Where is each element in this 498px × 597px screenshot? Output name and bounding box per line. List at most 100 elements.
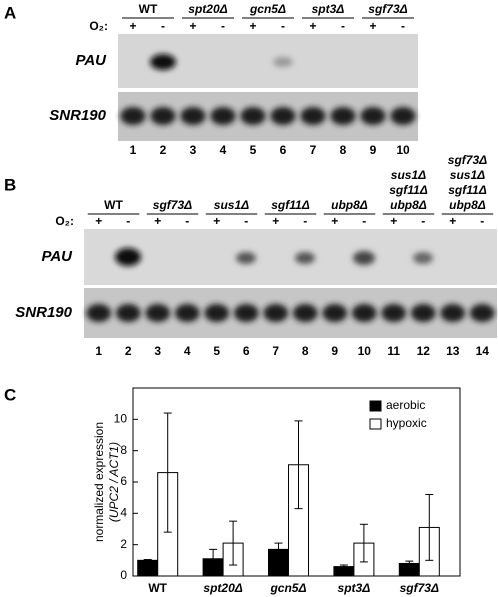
lane-number: 5 <box>250 143 257 157</box>
band <box>270 107 296 125</box>
x-tick-label: gcn5Δ <box>269 581 306 595</box>
band <box>120 107 146 125</box>
group-label: ubp8Δ <box>331 198 368 212</box>
group-label: ubp8Δ <box>390 198 427 212</box>
lane-number: 1 <box>95 344 102 358</box>
group-label: ubp8Δ <box>449 198 486 212</box>
lane-number: 3 <box>154 344 161 358</box>
row-label: SNR190 <box>49 107 106 124</box>
o2-sign: - <box>303 214 307 228</box>
o2-sign: + <box>213 214 220 228</box>
y-axis-label: normalized expression <box>92 422 106 542</box>
band <box>295 252 315 264</box>
group-label: sgf73Δ <box>153 198 192 212</box>
group-label: sus1Δ <box>214 198 249 212</box>
lane-number: 10 <box>358 344 372 358</box>
y-tick-label: 8 <box>120 443 127 457</box>
y-tick-label: 2 <box>120 537 127 551</box>
row-label: SNR190 <box>15 304 72 321</box>
band <box>469 304 495 322</box>
blots <box>84 34 497 338</box>
y-axis-label: (UPC2 / ACT1) <box>107 442 121 522</box>
error-bar <box>425 494 434 561</box>
band <box>174 304 200 322</box>
lane-number: 11 <box>387 344 400 358</box>
legend-swatch <box>369 400 382 412</box>
o2-sign: - <box>161 19 165 33</box>
group-label: sus1Δ <box>450 168 485 182</box>
x-tick-label: WT <box>148 581 167 595</box>
y-tick-label: 4 <box>120 506 127 520</box>
lane-number: 6 <box>280 143 287 157</box>
band <box>145 304 171 322</box>
lane-number: 7 <box>272 344 279 358</box>
o2-sign: - <box>401 19 405 33</box>
y-tick-label: 10 <box>114 412 128 426</box>
lane-number: 2 <box>160 143 167 157</box>
band <box>390 107 416 125</box>
o2-sign: + <box>390 214 397 228</box>
group-label: sgf73Δ <box>448 153 487 167</box>
lane-number: 6 <box>243 344 250 358</box>
lane-number: 13 <box>446 344 460 358</box>
o2-sign: - <box>341 19 345 33</box>
lane-number: 1 <box>130 143 137 157</box>
band <box>360 107 386 125</box>
group-label: sgf11Δ <box>271 198 310 212</box>
band <box>330 107 356 125</box>
error-bar <box>163 412 172 533</box>
lane-number: 9 <box>331 344 338 358</box>
panel-label: A <box>4 3 16 22</box>
band <box>115 304 141 322</box>
x-tick-label: spt20Δ <box>203 581 242 595</box>
o2-sign: - <box>185 214 189 228</box>
legend-label: hypoxic <box>386 416 427 430</box>
lane-number: 4 <box>220 143 227 157</box>
band <box>150 107 176 125</box>
o2-sign: - <box>126 214 130 228</box>
group-label: WT <box>139 2 158 16</box>
lane-number: 12 <box>417 344 431 358</box>
o2-sign: + <box>331 214 338 228</box>
o2-sign: - <box>362 214 366 228</box>
o2-sign: - <box>221 19 225 33</box>
band <box>240 107 266 125</box>
band <box>300 107 326 125</box>
o2-sign: + <box>154 214 161 228</box>
band <box>233 304 259 322</box>
o2-sign: - <box>281 19 285 33</box>
lane-number: 8 <box>340 143 347 157</box>
o2-label: O₂: <box>89 19 108 33</box>
lane-number: 10 <box>396 143 410 157</box>
bar <box>137 559 159 577</box>
group-label: spt3Δ <box>312 2 345 16</box>
lane-number: 7 <box>310 143 317 157</box>
error-bar <box>339 564 348 569</box>
error-bar <box>274 542 283 557</box>
group-label: sgf11Δ <box>448 183 487 197</box>
band <box>322 304 348 322</box>
error-bar <box>359 523 368 563</box>
legend-label: aerobic <box>386 398 425 412</box>
group-label: WT <box>104 198 123 212</box>
band <box>353 251 375 265</box>
band <box>180 107 206 125</box>
o2-sign: - <box>421 214 425 228</box>
o2-sign: - <box>480 214 484 228</box>
band <box>210 107 236 125</box>
band <box>381 304 407 322</box>
o2-sign: - <box>244 214 248 228</box>
row-label: PAU <box>41 248 73 265</box>
o2-sign: + <box>95 214 102 228</box>
x-tick-label: sgf73Δ <box>400 581 439 595</box>
o2-sign: + <box>189 19 196 33</box>
row-label: PAU <box>75 52 107 69</box>
group-label: gcn5Δ <box>249 2 286 16</box>
lane-number: 2 <box>125 344 132 358</box>
y-tick-label: 6 <box>120 474 127 488</box>
error-bar <box>143 559 152 562</box>
o2-sign: + <box>249 19 256 33</box>
panel-label: B <box>4 175 16 194</box>
lane-number: 8 <box>302 344 309 358</box>
